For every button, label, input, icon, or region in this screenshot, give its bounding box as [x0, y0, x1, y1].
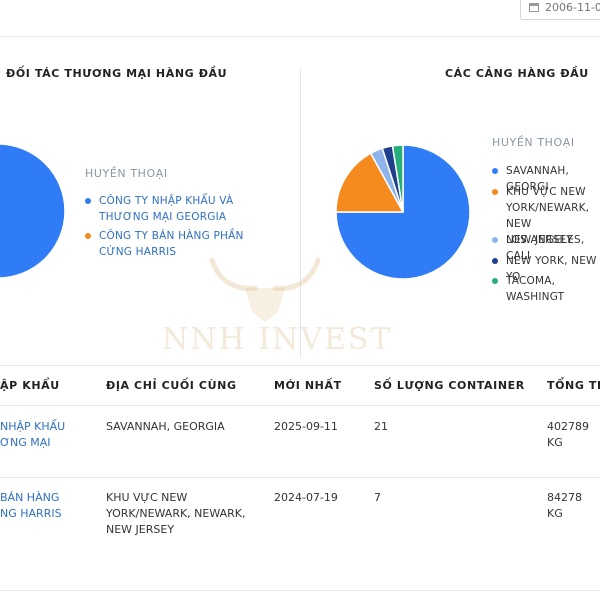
- container-count: 21: [374, 420, 388, 433]
- partners-pie-chart: [0, 143, 66, 279]
- legend-dot: [492, 237, 498, 243]
- legend-label: SAVANNAH, GEORGI: [506, 165, 569, 193]
- importer-link[interactable]: BÁN HÀNG NG HARRIS: [0, 491, 62, 520]
- date-picker[interactable]: 2006-11-0: [520, 0, 600, 20]
- row-divider: [0, 477, 600, 478]
- legend-dot: [85, 198, 91, 204]
- pie-slice-c-ng-ty-nh-p-kh-u-v-th-ng-m-i-georgia[interactable]: [0, 143, 66, 279]
- legend-label: LOS ANGELES, CALI: [506, 234, 585, 262]
- legend-item-harris-hardware[interactable]: CÔNG TY BÁN HÀNG PHẦN CỨNG HARRIS: [85, 228, 244, 260]
- column-header-latest: MỚI NHẤT: [274, 379, 342, 392]
- legend-label: CÔNG TY NHẬP KHẨU VÀ THƯƠNG MẠI GEORGIA: [99, 195, 234, 223]
- date-value: 2006-11-0: [545, 0, 600, 14]
- latest-date: 2025-09-11: [274, 420, 338, 433]
- legend-label: NEW YORK, NEW YO: [506, 255, 597, 283]
- row-divider: [0, 590, 600, 591]
- column-header-container-count: SỐ LƯỢNG CONTAINER: [374, 379, 525, 392]
- right-legend-title: HUYỀN THOẠI: [492, 136, 575, 149]
- ports-pie-chart: [335, 144, 471, 280]
- total-weight: 402789 KG: [547, 420, 589, 449]
- last-address: KHU VỰC NEW YORK/NEWARK, NEWARK, NEW JER…: [106, 491, 246, 536]
- column-header-last-address: ĐỊA CHỈ CUỐI CÙNG: [106, 379, 237, 392]
- top-bar: 2006-11-0: [0, 0, 600, 37]
- watermark-text: NNH INVEST: [162, 322, 393, 357]
- legend-dot: [492, 278, 498, 284]
- legend-dot: [492, 189, 498, 195]
- legend-label: KHU VỰC NEW YORK/NEWARK, NEW NEW JERSEY: [506, 186, 590, 246]
- calendar-icon: [529, 2, 539, 12]
- importer-link[interactable]: NHẬP KHẨU ƠNG MẠI: [0, 420, 66, 449]
- legend-item-tacoma[interactable]: TACOMA, WASHINGT: [492, 273, 600, 305]
- column-header-importer: ẬP KHẨU: [0, 379, 60, 392]
- legend-item-los-angeles[interactable]: LOS ANGELES, CALI: [492, 232, 600, 264]
- pie-slice-savannah-georgi[interactable]: [335, 144, 471, 280]
- column-header-total-weight: TỔNG TRO: [547, 379, 600, 392]
- legend-label: TACOMA, WASHINGT: [506, 275, 565, 303]
- legend-label: CÔNG TY BÁN HÀNG PHẦN CỨNG HARRIS: [99, 230, 244, 258]
- pie-slice-tacoma-washingt[interactable]: [391, 144, 404, 213]
- legend-dot: [492, 168, 498, 174]
- legend-item-georgia-trading[interactable]: CÔNG TY NHẬP KHẨU VÀ THƯƠNG MẠI GEORGIA: [85, 193, 233, 225]
- legend-dot: [492, 258, 498, 264]
- right-chart-title: CÁC CẢNG HÀNG ĐẦU: [445, 67, 589, 80]
- latest-date: 2024-07-19: [274, 491, 338, 504]
- last-address: SAVANNAH, GEORGIA: [106, 420, 225, 433]
- legend-item-savannah[interactable]: SAVANNAH, GEORGI: [492, 163, 600, 195]
- container-count: 7: [374, 491, 381, 504]
- left-chart-title: ĐỐI TÁC THƯƠNG MẠI HÀNG ĐẦU: [6, 67, 228, 80]
- pie-slice-khu-v-c-new-york-newark-new-new-jersey[interactable]: [335, 152, 405, 213]
- row-divider: [0, 405, 600, 406]
- legend-item-new-york-newark[interactable]: KHU VỰC NEW YORK/NEWARK, NEW NEW JERSEY: [492, 184, 600, 248]
- table-top-border: [0, 365, 600, 366]
- legend-dot: [85, 233, 91, 239]
- left-legend-title: HUYỀN THOẠI: [85, 167, 168, 180]
- legend-item-new-york[interactable]: NEW YORK, NEW YO: [492, 253, 600, 285]
- total-weight: 84278 KG: [547, 491, 582, 520]
- panel-divider: [300, 68, 301, 358]
